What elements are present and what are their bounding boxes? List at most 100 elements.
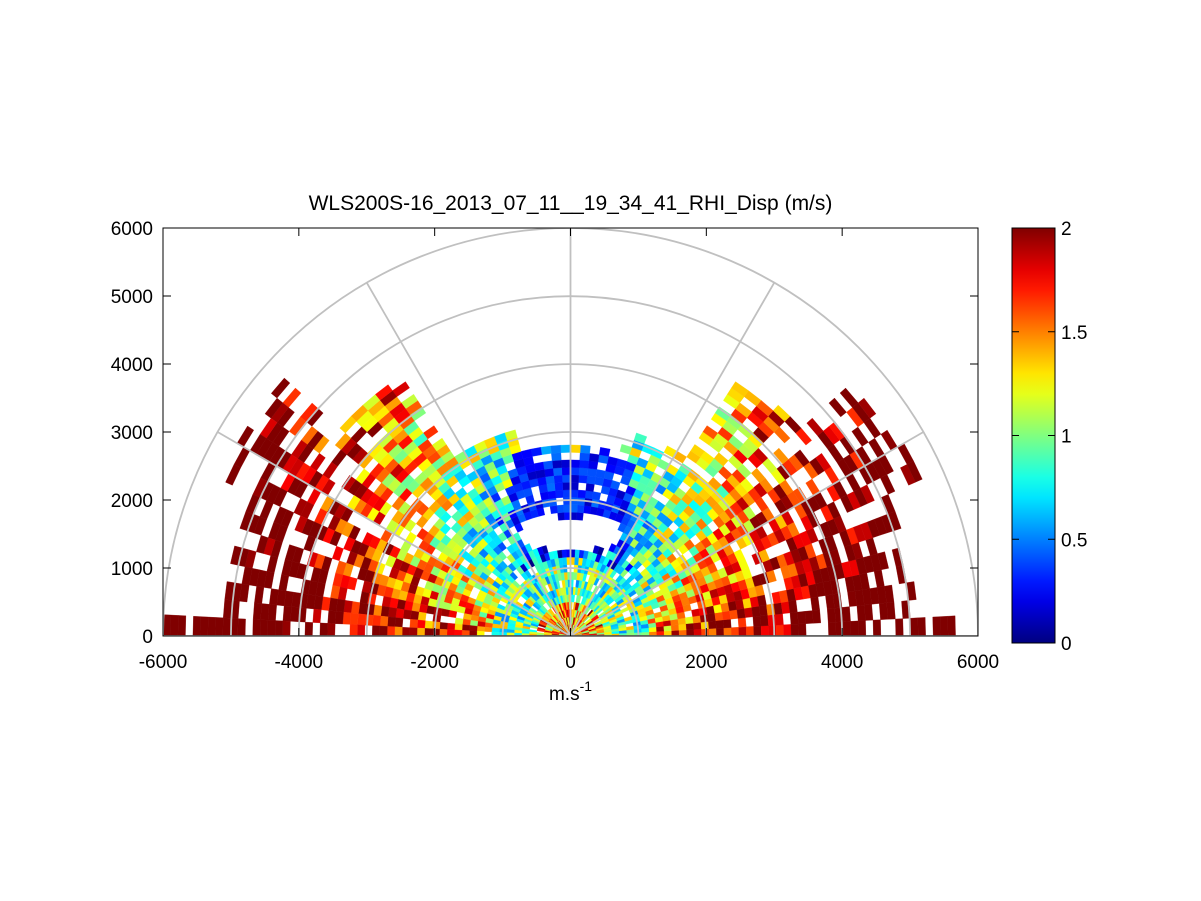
data-cell [570,504,578,513]
data-cell [570,467,580,476]
data-cell [560,444,571,453]
data-cell [372,615,381,627]
data-cell [424,628,433,636]
data-cell [775,624,784,636]
data-cell [828,621,837,636]
data-cell [723,619,732,629]
data-cell [551,459,562,469]
data-cell [877,551,889,570]
colorbar-tick-label: 2 [1061,219,1072,240]
data-cell [731,627,740,636]
data-cell [448,610,458,618]
data-cell [692,615,702,624]
data-cell [693,628,702,636]
data-cell [827,608,836,623]
data-cell [576,504,585,514]
data-cell [578,467,589,476]
data-cell [410,610,420,621]
data-cell [886,601,896,620]
data-cell [570,482,579,491]
data-cell [469,625,478,632]
data-cell [578,474,588,484]
data-cell [562,482,571,491]
data-cell [760,615,769,627]
data-cell [863,417,882,439]
x-tick-label: 0 [565,652,576,673]
data-cell [570,444,581,453]
data-cell [841,606,851,622]
data-cell [595,469,606,479]
data-cell [349,612,359,625]
data-cell [274,620,284,636]
data-cell [561,459,571,468]
data-cell [379,615,389,627]
data-cell [409,619,418,629]
data-cell [775,613,784,626]
x-tick-label: 4000 [821,652,863,673]
data-cell [304,621,313,636]
data-cell [446,622,456,631]
data-cell [550,445,562,454]
data-cell [895,618,904,636]
data-cell [230,618,239,636]
data-cell [561,474,571,483]
y-tick-label: 5000 [111,287,153,308]
data-cell [812,609,821,624]
data-cell [690,444,705,458]
data-cell [773,447,789,465]
polar-grid-spoke [217,431,571,636]
data-cell [381,596,392,608]
data-cell [402,609,412,620]
data-cell [379,625,388,636]
data-cell [431,628,440,636]
data-cell [469,630,478,636]
x-tick-label: -4000 [275,652,324,673]
data-cell [446,629,455,636]
data-cell [797,611,806,625]
data-cell [278,574,289,592]
data-cell [619,444,632,455]
data-cell [910,617,919,636]
data-cell [530,447,542,457]
data-cell [454,617,464,625]
data-cell [282,620,291,636]
data-cell [552,467,563,476]
data-cell [589,506,598,516]
data-cell [215,617,224,636]
data-cell [259,619,269,636]
data-cell [678,629,687,636]
data-cell [587,460,599,470]
data-cell [880,474,896,495]
data-cell [462,618,471,626]
data-cell [380,605,390,617]
data-cell [857,397,877,419]
data-cell [163,614,172,636]
data-cell [570,459,580,468]
data-cell [267,604,277,621]
data-cell [884,584,895,603]
data-cell [225,464,241,486]
data-cell [707,612,716,622]
data-cell [828,397,847,418]
data-cell [341,475,356,492]
data-cell [587,468,597,477]
data-cell [772,404,791,422]
data-cell [222,617,231,636]
data-cell [332,545,344,561]
data-cell [327,623,336,636]
data-cell [579,445,591,454]
data-cell [857,620,867,636]
data-cell [685,616,694,624]
y-tick-label: 1000 [111,559,153,580]
data-cell [752,615,762,627]
data-cell [561,579,566,588]
data-cell [570,512,578,521]
data-cell [200,616,209,636]
data-cell [424,620,433,629]
data-cell [723,627,732,636]
data-cell [789,611,799,625]
data-cell [549,505,558,514]
data-cell [312,608,322,624]
data-cell [553,474,563,484]
data-cell [387,616,396,627]
